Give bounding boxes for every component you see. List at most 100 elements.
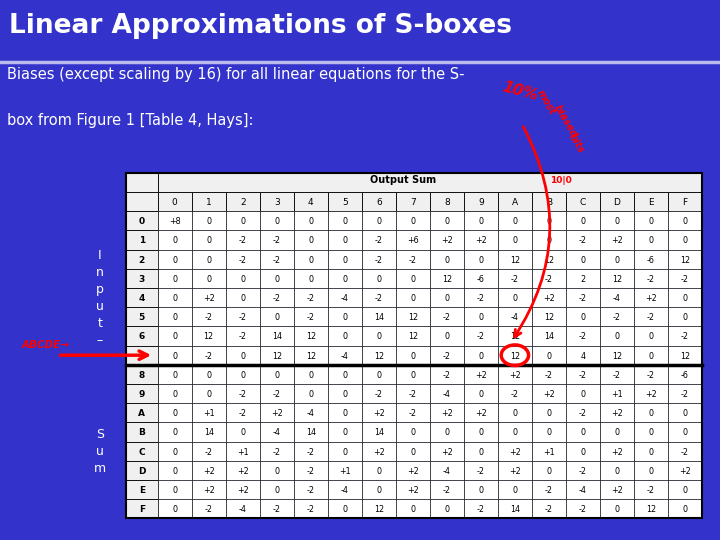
Text: 0: 0 <box>342 275 347 284</box>
Bar <box>464 442 498 461</box>
Bar <box>294 499 328 518</box>
Text: 0: 0 <box>580 217 585 226</box>
Text: -2: -2 <box>239 255 247 265</box>
Text: 0: 0 <box>308 390 313 399</box>
Text: -2: -2 <box>239 390 247 399</box>
Bar <box>328 211 362 231</box>
Bar <box>668 499 702 518</box>
Text: -2: -2 <box>443 313 451 322</box>
Text: 0: 0 <box>513 428 518 437</box>
Text: 12: 12 <box>408 313 418 322</box>
Bar <box>430 211 464 231</box>
Text: -2: -2 <box>647 486 655 495</box>
Bar <box>600 211 634 231</box>
Text: -6: -6 <box>681 371 689 380</box>
Text: 6: 6 <box>376 198 382 207</box>
Text: 0: 0 <box>308 371 313 380</box>
Bar <box>192 307 226 326</box>
Text: 2: 2 <box>240 198 246 207</box>
Text: 0: 0 <box>410 275 415 284</box>
Text: 0: 0 <box>649 448 654 457</box>
Text: 4: 4 <box>308 198 314 207</box>
Text: 3: 3 <box>274 198 279 207</box>
Bar <box>226 442 260 461</box>
Text: -2: -2 <box>239 313 247 322</box>
Bar <box>260 211 294 231</box>
Text: 1: 1 <box>139 237 145 246</box>
Text: 0: 0 <box>240 294 246 303</box>
Bar <box>396 288 430 307</box>
Bar <box>226 461 260 480</box>
Text: -2: -2 <box>545 505 553 514</box>
Bar <box>668 192 702 211</box>
Bar <box>430 326 464 346</box>
Bar <box>464 192 498 211</box>
Bar <box>126 442 158 461</box>
Text: 5: 5 <box>342 198 348 207</box>
Bar <box>158 173 702 192</box>
Text: 0: 0 <box>206 371 211 380</box>
Bar <box>566 403 600 422</box>
Text: -2: -2 <box>239 237 247 246</box>
Bar <box>634 326 668 346</box>
Bar <box>362 192 396 211</box>
Text: -4: -4 <box>511 313 519 322</box>
Bar <box>430 365 464 384</box>
Text: 0: 0 <box>274 217 279 226</box>
Bar <box>600 288 634 307</box>
Bar <box>192 499 226 518</box>
Text: +2: +2 <box>203 467 215 476</box>
Text: -2: -2 <box>307 448 315 457</box>
Text: 0: 0 <box>444 217 449 226</box>
Text: 0: 0 <box>342 448 347 457</box>
Bar <box>260 403 294 422</box>
Text: 0: 0 <box>240 217 246 226</box>
Bar <box>668 346 702 365</box>
Text: -2: -2 <box>579 294 587 303</box>
Bar <box>362 326 396 346</box>
Bar <box>566 269 600 288</box>
Text: 12: 12 <box>510 333 520 341</box>
Bar <box>600 249 634 269</box>
Bar <box>226 365 260 384</box>
Bar <box>566 249 600 269</box>
Text: 0: 0 <box>342 333 347 341</box>
Bar <box>498 442 532 461</box>
Bar <box>192 384 226 403</box>
Text: most: most <box>535 89 557 117</box>
Text: -2: -2 <box>375 390 383 399</box>
Bar <box>532 249 566 269</box>
Bar <box>600 461 634 480</box>
Bar <box>294 326 328 346</box>
Text: 12: 12 <box>442 275 452 284</box>
Text: bits: bits <box>567 132 585 154</box>
Text: -4: -4 <box>239 505 247 514</box>
Bar <box>498 211 532 231</box>
Text: 0: 0 <box>444 294 449 303</box>
Bar <box>396 269 430 288</box>
Text: -2: -2 <box>613 371 621 380</box>
Bar <box>126 384 158 403</box>
Text: +2: +2 <box>611 486 623 495</box>
Text: 0: 0 <box>649 217 654 226</box>
Text: 12: 12 <box>408 333 418 341</box>
Text: 0: 0 <box>649 237 654 246</box>
Bar <box>294 249 328 269</box>
Bar <box>158 403 192 422</box>
Bar <box>668 307 702 326</box>
Bar <box>430 269 464 288</box>
Text: 0: 0 <box>172 352 177 361</box>
Bar <box>396 480 430 499</box>
Bar <box>192 269 226 288</box>
Text: 0: 0 <box>206 275 211 284</box>
Bar <box>158 288 192 307</box>
Bar <box>294 365 328 384</box>
Text: 0: 0 <box>206 217 211 226</box>
Bar <box>158 249 192 269</box>
Bar <box>430 346 464 365</box>
Bar <box>158 269 192 288</box>
Text: 0: 0 <box>377 275 382 284</box>
Text: 0: 0 <box>546 409 552 418</box>
Bar <box>668 384 702 403</box>
Text: 0: 0 <box>478 390 483 399</box>
